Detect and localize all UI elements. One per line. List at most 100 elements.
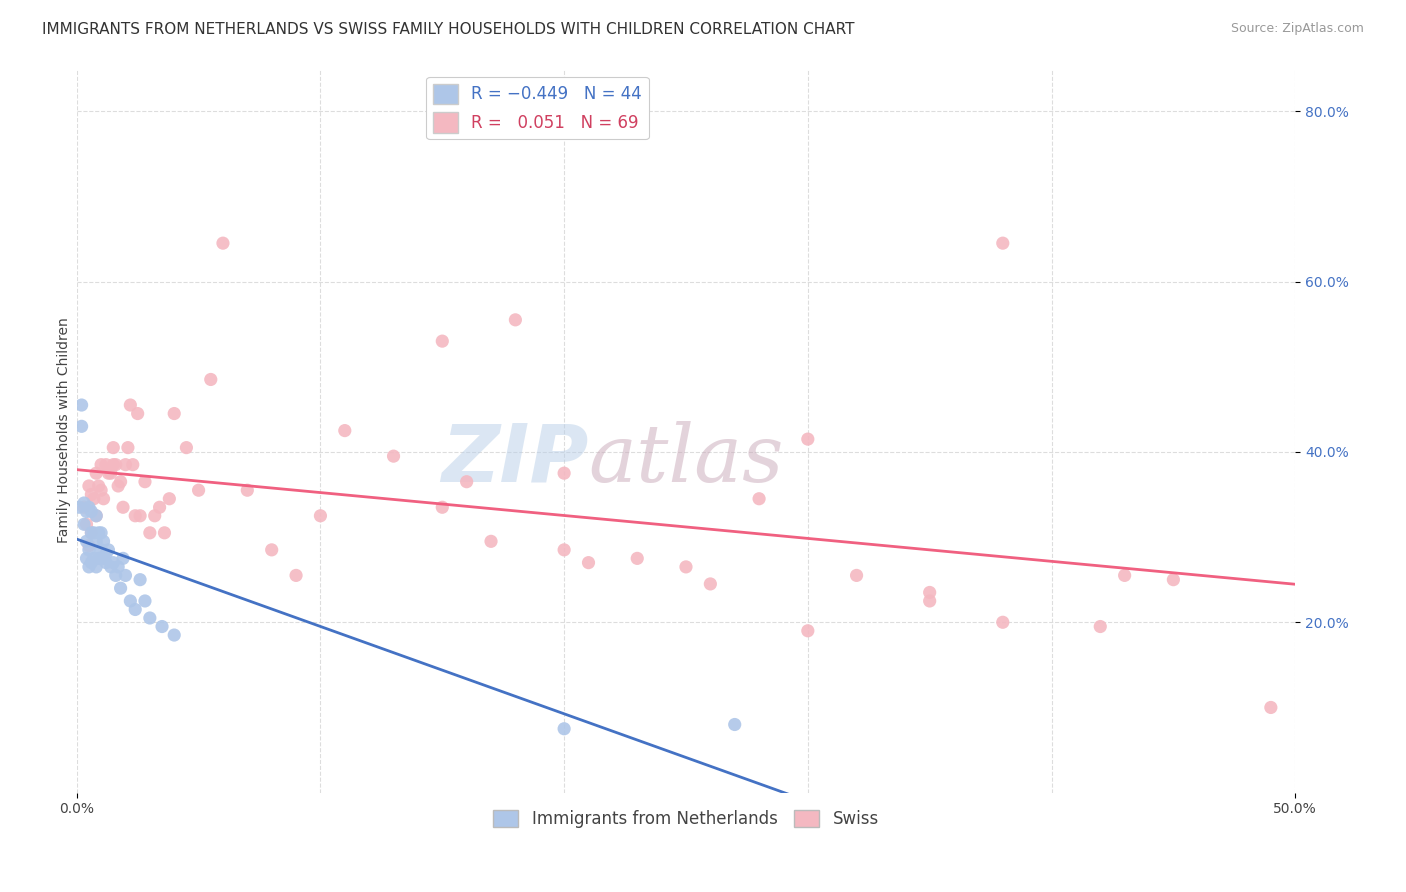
Point <box>991 236 1014 251</box>
Point <box>77 479 100 493</box>
Point <box>80 525 103 540</box>
Point <box>110 475 132 489</box>
Point <box>103 441 125 455</box>
Point <box>797 624 820 638</box>
Point <box>94 547 117 561</box>
Point <box>149 500 172 515</box>
Point <box>80 504 103 518</box>
Point <box>87 551 110 566</box>
Point <box>80 487 103 501</box>
Text: Source: ZipAtlas.com: Source: ZipAtlas.com <box>1230 22 1364 36</box>
Point <box>285 568 308 582</box>
Point <box>129 508 152 523</box>
Point <box>73 500 96 515</box>
Point <box>103 458 125 472</box>
Point <box>90 542 112 557</box>
Point <box>1260 700 1282 714</box>
Point <box>83 491 105 506</box>
Point <box>260 542 283 557</box>
Point <box>626 551 648 566</box>
Point <box>70 419 93 434</box>
Point <box>67 500 90 515</box>
Point <box>120 398 142 412</box>
Point <box>157 491 180 506</box>
Point <box>84 534 107 549</box>
Point <box>104 568 127 582</box>
Text: ZIP: ZIP <box>441 420 589 499</box>
Point <box>134 475 156 489</box>
Point <box>83 525 105 540</box>
Point <box>83 551 105 566</box>
Point <box>748 491 770 506</box>
Point <box>143 508 166 523</box>
Point <box>90 525 112 540</box>
Point <box>100 560 122 574</box>
Point <box>163 407 186 421</box>
Point <box>845 568 868 582</box>
Point <box>107 560 129 574</box>
Point <box>114 568 136 582</box>
Point <box>90 458 112 472</box>
Point <box>236 483 259 498</box>
Point <box>80 525 103 540</box>
Point <box>129 573 152 587</box>
Point <box>73 496 96 510</box>
Point <box>107 479 129 493</box>
Point <box>124 508 146 523</box>
Point <box>120 594 142 608</box>
Point <box>84 508 107 523</box>
Point <box>699 577 721 591</box>
Point <box>76 534 98 549</box>
Point <box>139 525 162 540</box>
Point <box>918 594 941 608</box>
Point <box>553 542 575 557</box>
Point <box>1090 619 1112 633</box>
Point <box>90 483 112 498</box>
Text: atlas: atlas <box>589 421 785 499</box>
Point <box>117 441 139 455</box>
Point <box>103 556 125 570</box>
Point <box>80 556 103 570</box>
Point <box>153 525 176 540</box>
Point <box>73 517 96 532</box>
Point <box>163 628 186 642</box>
Point <box>121 458 143 472</box>
Point <box>97 466 120 480</box>
Point <box>176 441 198 455</box>
Point <box>139 611 162 625</box>
Point <box>110 581 132 595</box>
Point <box>187 483 209 498</box>
Point <box>76 504 98 518</box>
Point <box>112 500 135 515</box>
Point <box>309 508 332 523</box>
Point <box>97 542 120 557</box>
Point <box>114 458 136 472</box>
Point <box>100 466 122 480</box>
Point <box>87 525 110 540</box>
Point <box>104 458 127 472</box>
Point <box>675 560 697 574</box>
Point <box>918 585 941 599</box>
Point <box>93 551 115 566</box>
Point <box>77 542 100 557</box>
Point <box>578 556 600 570</box>
Point <box>84 508 107 523</box>
Point <box>553 722 575 736</box>
Point <box>76 517 98 532</box>
Text: IMMIGRANTS FROM NETHERLANDS VS SWISS FAMILY HOUSEHOLDS WITH CHILDREN CORRELATION: IMMIGRANTS FROM NETHERLANDS VS SWISS FAM… <box>42 22 855 37</box>
Point <box>76 551 98 566</box>
Point <box>212 236 235 251</box>
Point <box>84 466 107 480</box>
Legend: Immigrants from Netherlands, Swiss: Immigrants from Netherlands, Swiss <box>486 804 886 835</box>
Point <box>505 313 527 327</box>
Point <box>150 619 173 633</box>
Point <box>77 500 100 515</box>
Point <box>70 398 93 412</box>
Point <box>93 534 115 549</box>
Point <box>1163 573 1185 587</box>
Point <box>200 372 222 386</box>
Point <box>432 334 454 348</box>
Point <box>87 479 110 493</box>
Point <box>333 424 356 438</box>
Point <box>84 560 107 574</box>
